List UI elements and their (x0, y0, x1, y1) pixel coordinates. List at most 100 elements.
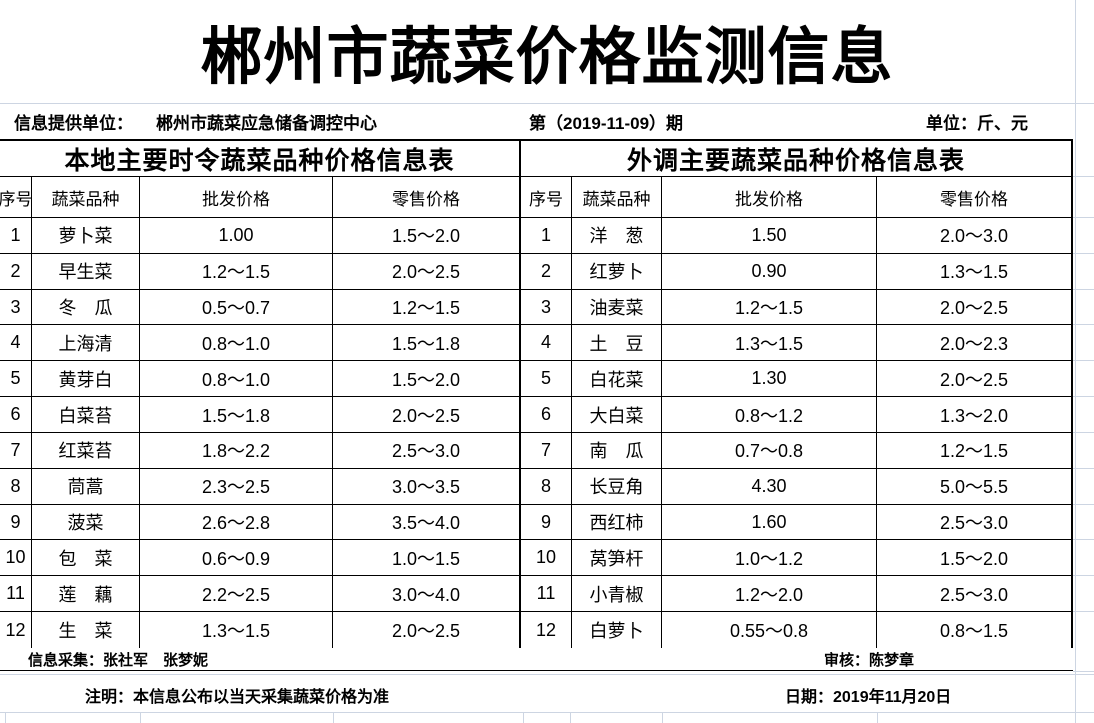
vegetable-name-cell: 生 菜 (32, 612, 140, 648)
provider-label: 信息提供单位： (14, 113, 133, 133)
retail-price-cell: 2.0～2.5 (939, 369, 1009, 390)
wholesale-price-cell: 2.2～2.5 (140, 576, 333, 612)
serial-cell: 9 (521, 504, 572, 540)
table-row: 7 红菜苔 1.8～2.2 2.5～3.0 (0, 432, 519, 469)
table-row: 11 莲 藕 2.2～2.5 3.0～4.0 (0, 576, 519, 613)
retail-price-cell: 3.0～4.0 (391, 584, 461, 605)
table-row: 2 红萝卜 0.90 1.3～1.5 (521, 253, 1071, 290)
wholesale-price-cell: 4.30 (662, 468, 877, 504)
wholesale-price-cell: 0.8～1.0 (140, 325, 333, 361)
serial-cell: 6 (0, 397, 32, 432)
retail-price-cell: 3.0～3.5 (391, 477, 461, 498)
vegetable-name-cell: 小青椒 (572, 576, 662, 612)
gridline (1073, 217, 1094, 218)
local-vegetable-price-table: 本地主要时令蔬菜品种价格信息表 序号 蔬菜品种 批发价格 零售价格 1 萝卜菜 1.00 1… (0, 139, 521, 650)
wholesale-price-cell: 0.90 (662, 253, 877, 289)
column-header: 零售价格 (940, 189, 1008, 209)
gridline (1073, 671, 1094, 672)
serial-cell: 3 (521, 289, 572, 325)
gridline (0, 103, 1094, 104)
wholesale-price-cell: 1.2～2.0 (662, 576, 877, 612)
publish-date: 日期：2019年11月20日 (785, 689, 952, 706)
retail-price-cell: 2.0～2.5 (391, 405, 461, 426)
gridline (1073, 468, 1094, 469)
table-row: 8 茼蒿 2.3～2.5 3.0～3.5 (0, 468, 519, 505)
vegetable-name-cell: 莲 藕 (32, 576, 140, 612)
gridline (1073, 176, 1094, 177)
serial-cell: 1 (0, 218, 32, 253)
table-row: 10 莴笋杆 1.0～1.2 1.5～2.0 (521, 540, 1071, 577)
column-header: 序号 (521, 177, 572, 217)
table-row: 6 大白菜 0.8～1.2 1.3～2.0 (521, 397, 1071, 433)
retail-price-cell: 2.0～2.5 (391, 262, 461, 283)
vegetable-name-cell: 菠菜 (32, 504, 140, 540)
table-row: 9 西红柿 1.60 2.5～3.0 (521, 504, 1071, 541)
wholesale-price-cell: 1.50 (662, 218, 877, 253)
retail-price-cell: 2.0～3.0 (939, 226, 1009, 247)
serial-cell: 12 (0, 612, 32, 648)
serial-cell: 2 (0, 253, 32, 289)
retail-price-cell: 2.5～3.0 (939, 513, 1009, 534)
retail-price-cell: 2.0～2.5 (391, 621, 461, 642)
collector-names: 信息采集：张社军 张梦妮 (28, 651, 209, 669)
serial-cell: 11 (0, 576, 32, 612)
retail-price-cell: 1.5～2.0 (391, 226, 461, 247)
vegetable-name-cell: 冬 瓜 (32, 289, 140, 325)
serial-cell: 8 (521, 468, 572, 504)
gridline (523, 712, 524, 723)
table-row: 12 白萝卜 0.55～0.8 0.8～1.5 (521, 612, 1071, 648)
gridline (1073, 539, 1094, 540)
meta-row: 信息提供单位： 郴州市蔬菜应急储备调控中心 第（2019-11-09）期 单位：… (0, 103, 1094, 139)
wholesale-price-cell: 1.0～1.2 (662, 540, 877, 576)
wholesale-price-cell: 2.3～2.5 (140, 468, 333, 504)
serial-cell: 11 (521, 576, 572, 612)
gridline (5, 712, 6, 723)
serial-cell: 4 (521, 325, 572, 361)
wholesale-price-cell: 1.3～1.5 (662, 325, 877, 361)
gridline (0, 674, 1094, 675)
gridline (1073, 360, 1094, 361)
serial-cell: 9 (0, 504, 32, 540)
vegetable-name-cell: 长豆角 (572, 468, 662, 504)
retail-price-cell: 1.2～1.5 (939, 441, 1009, 462)
retail-price-cell: 1.3～1.5 (939, 262, 1009, 283)
wholesale-price-cell: 1.2～1.5 (140, 253, 333, 289)
price-tables: 本地主要时令蔬菜品种价格信息表 序号 蔬菜品种 批发价格 零售价格 1 萝卜菜 1.00 1… (0, 139, 1073, 650)
retail-price-cell: 1.5～2.0 (391, 369, 461, 390)
table-row: 1 萝卜菜 1.00 1.5～2.0 (0, 218, 519, 254)
gridline (140, 712, 141, 723)
vegetable-name-cell: 黄芽白 (32, 361, 140, 397)
provider-value: 郴州市蔬菜应急储备调控中心 (156, 113, 377, 133)
column-header: 蔬菜品种 (572, 177, 662, 217)
vegetable-name-cell: 白萝卜 (572, 612, 662, 648)
table-row: 3 油麦菜 1.2～1.5 2.0～2.5 (521, 289, 1071, 326)
column-header: 批发价格 (140, 177, 333, 217)
unit-label: 单位：斤、元 (926, 113, 1028, 133)
wholesale-price-cell: 0.7～0.8 (662, 432, 877, 468)
wholesale-price-cell: 1.00 (140, 218, 333, 253)
vegetable-name-cell: 红菜苔 (32, 432, 140, 468)
table-row: 10 包 菜 0.6～0.9 1.0～1.5 (0, 540, 519, 577)
serial-cell: 3 (0, 289, 32, 325)
vegetable-name-cell: 莴笋杆 (572, 540, 662, 576)
vegetable-name-cell: 西红柿 (572, 504, 662, 540)
table-row: 5 黄芽白 0.8～1.0 1.5～2.0 (0, 361, 519, 398)
gridline (1073, 611, 1094, 612)
gridline (1073, 504, 1094, 505)
wholesale-price-cell: 0.8～1.0 (140, 361, 333, 397)
wholesale-price-cell: 1.2～1.5 (662, 289, 877, 325)
table-row: 11 小青椒 1.2～2.0 2.5～3.0 (521, 576, 1071, 613)
gridline (662, 712, 663, 723)
wholesale-price-cell: 1.5～1.8 (140, 397, 333, 432)
retail-price-cell: 1.3～2.0 (939, 405, 1009, 426)
serial-cell: 5 (521, 361, 572, 397)
gridline (1073, 253, 1094, 254)
wholesale-price-cell: 1.30 (662, 361, 877, 397)
table-row: 12 生 菜 1.3～1.5 2.0～2.5 (0, 612, 519, 648)
issue-number: 第（2019-11-09）期 (529, 113, 684, 133)
wholesale-price-cell: 0.6～0.9 (140, 540, 333, 576)
retail-price-cell: 2.5～3.0 (939, 584, 1009, 605)
